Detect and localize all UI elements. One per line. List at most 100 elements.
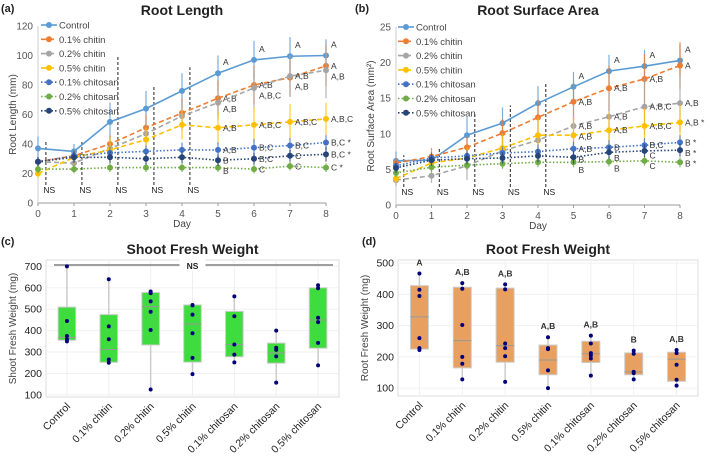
data-point [316, 315, 321, 320]
data-point [251, 121, 257, 128]
significance-letter: B [579, 165, 585, 175]
legend-label: 0.1% chitosan [416, 80, 476, 91]
ns-bg [179, 259, 206, 271]
box-0-2-chitosan: B [624, 335, 644, 382]
significance-letter: B,C * [331, 149, 352, 159]
significance-letter: B [614, 142, 620, 152]
data-point [251, 84, 257, 91]
y-tick-label: 200 [24, 368, 42, 380]
data-point [323, 115, 329, 122]
data-point [417, 348, 422, 353]
series-0-5-chitin: A,BA,B A,B,C A,B *0.5% chitin [393, 65, 705, 183]
legend-marker [46, 93, 52, 100]
x-tick-label: 0 [35, 209, 41, 220]
data-point [606, 158, 612, 165]
legend-label: 0.5% chitosan [59, 106, 119, 117]
significance-letter: B,C [259, 143, 273, 153]
data-point [106, 357, 111, 362]
data-point [570, 154, 577, 161]
y-tick-label: 500 [24, 304, 42, 316]
significance-letter: A [650, 50, 656, 60]
significance-letter: A,B [223, 104, 237, 114]
data-point [674, 383, 679, 388]
data-point [316, 283, 321, 288]
data-point [287, 73, 293, 80]
data-point [677, 139, 683, 146]
x-tick-label: Control [393, 400, 425, 432]
series-line [395, 149, 681, 169]
x-tick-label: 5 [215, 209, 221, 220]
y-tick-label: 300 [24, 347, 42, 359]
data-point [274, 380, 279, 385]
data-point [215, 99, 221, 106]
legend-marker [403, 109, 409, 116]
data-point [215, 164, 221, 171]
significance-letter: A,B,C [259, 91, 281, 101]
chart-title: Root Surface Area [477, 2, 599, 18]
x-tick-label: 0.5% chitin [154, 401, 199, 446]
data-point [677, 159, 683, 166]
significance-letter: B [223, 155, 229, 165]
data-point [546, 368, 550, 373]
legend-label: 0.2% chitosan [416, 94, 476, 105]
y-tick-label: 100 [16, 51, 33, 62]
box-0-2-chitosan [266, 328, 286, 385]
box-0-5-chitin [183, 302, 202, 377]
data-point [570, 145, 577, 152]
significance-letter: C [259, 164, 265, 174]
data-point [71, 166, 77, 173]
legend-label: 0.1% chitin [59, 35, 105, 46]
y-tick-label: 100 [24, 389, 42, 401]
data-point [460, 323, 465, 328]
data-point [674, 362, 679, 367]
y-tick-label: 15 [380, 94, 392, 105]
data-point [503, 282, 508, 287]
significance-letter: B,C [650, 140, 664, 150]
data-point [64, 339, 69, 344]
x-tick-label: 0.1% chitin [70, 401, 115, 446]
significance-letter: A,B [295, 71, 309, 81]
data-point [606, 85, 612, 92]
series-line [395, 121, 681, 180]
y-tick-label: 40 [22, 140, 34, 151]
y-tick-label: 200 [376, 351, 394, 363]
data-point [107, 118, 113, 125]
y-tick-label: 600 [24, 282, 42, 294]
data-point [190, 331, 195, 336]
legend-label: 0.2% chitosan [59, 92, 119, 103]
data-point [460, 354, 465, 359]
data-point [179, 146, 185, 153]
significance-letter: A,B,C [295, 117, 317, 127]
significance-letter: B [579, 154, 585, 164]
data-point [148, 291, 153, 296]
significance-letter: C [295, 151, 301, 161]
data-point [316, 340, 321, 345]
data-point [417, 271, 422, 276]
data-point [190, 372, 195, 377]
ns-label: NS [508, 187, 520, 197]
ns-label: NS [43, 185, 55, 195]
data-point [393, 175, 399, 182]
data-point [588, 353, 593, 358]
legend-marker [46, 22, 52, 28]
series-line [395, 64, 681, 164]
significance-letter: C [295, 161, 301, 171]
data-point [503, 354, 508, 359]
significance-letter: A,B,C [259, 120, 281, 130]
data-point [570, 98, 577, 105]
data-point [417, 287, 422, 292]
data-point [606, 149, 612, 156]
data-point [232, 314, 237, 319]
legend-label: 0.2% chitin [416, 51, 462, 62]
x-tick-label: 7 [642, 211, 648, 222]
legend-marker [403, 24, 409, 30]
significance-letter: A [223, 57, 229, 67]
data-point [316, 320, 321, 325]
significance-letter: A,B [579, 97, 593, 107]
chart-title: Root Length [141, 2, 223, 18]
box-0-2-chitin [141, 289, 160, 392]
data-point [106, 337, 111, 342]
y-tick-label: 25 [380, 23, 392, 34]
significance-letter: A,B [579, 131, 593, 141]
data-point [570, 132, 577, 139]
